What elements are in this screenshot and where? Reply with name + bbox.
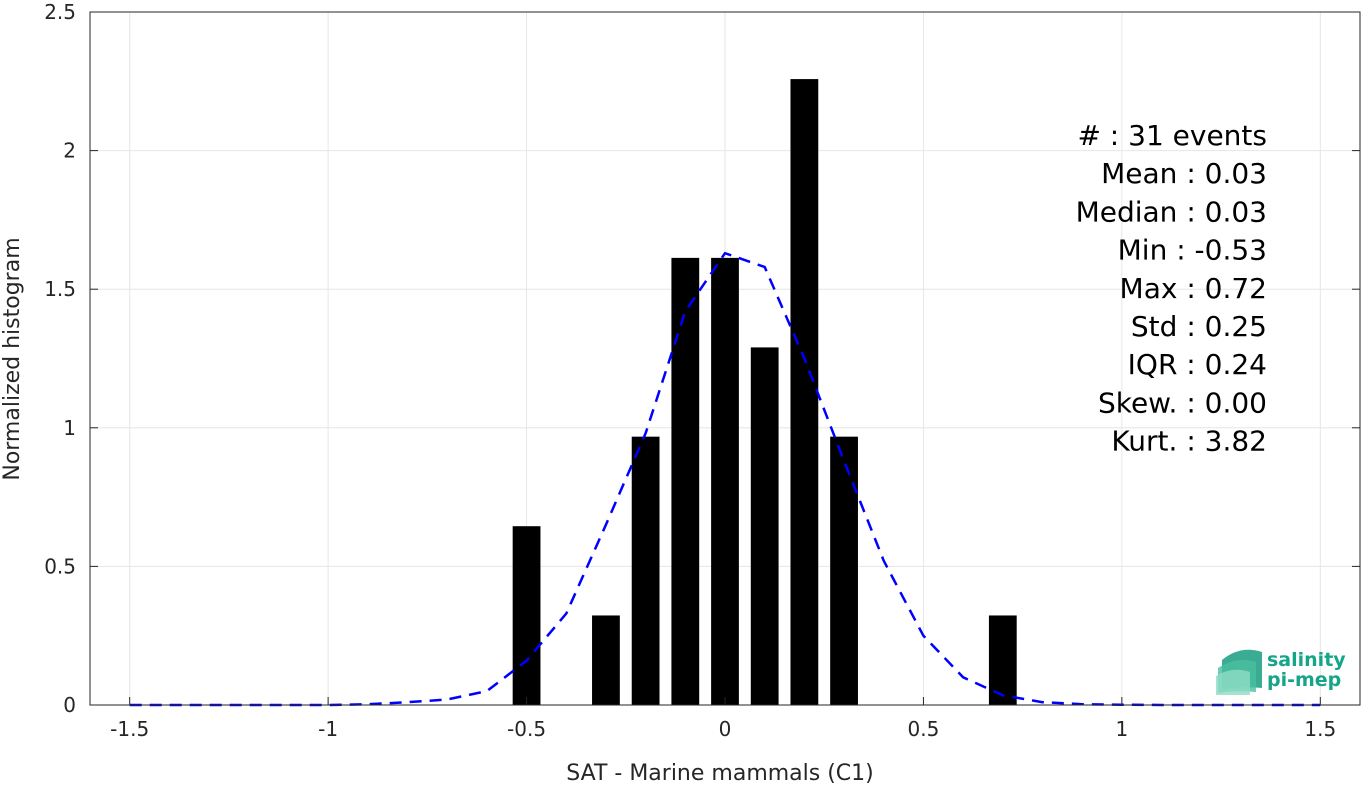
x-tick-label: -0.5 [507,717,546,741]
stat-line: # : 31 events [1077,119,1267,152]
x-tick-label: 0 [719,717,732,741]
logo-line2: pi-mep [1267,669,1341,691]
histogram-bar [711,257,739,705]
y-axis-label: Normalized histogram [0,237,25,480]
y-tick-label: 0 [63,693,76,717]
y-tick-label: 2 [63,139,76,163]
stat-line: Kurt. : 3.82 [1111,425,1267,458]
stat-line: Skew. : 0.00 [1098,386,1267,419]
logo-line1: salinity [1267,649,1346,671]
stat-line: Min : -0.53 [1118,234,1267,267]
histogram-bar [790,79,819,705]
histogram-bar [512,526,541,705]
x-tick-label: 1 [1116,717,1129,741]
axis-ticks: -1.5 -1 -0.5 0 0.5 1 1.5 0 0.5 1 1.5 2 2.5 [44,0,1360,741]
x-tick-label: 1.5 [1304,717,1336,741]
x-tick-label: 0.5 [908,717,940,741]
histogram-bar [671,257,700,705]
x-axis-label: SAT - Marine mammals (C1) [566,761,874,785]
histogram-bar [750,347,779,705]
histogram-bar [830,436,858,705]
x-tick-label: -1.5 [110,717,149,741]
x-tick-label: -1 [318,717,338,741]
y-tick-label: 1 [63,416,76,440]
stat-line: Mean : 0.03 [1101,157,1267,190]
waves-icon [1216,649,1262,695]
stat-line: Max : 0.72 [1120,272,1267,305]
histogram-bar [592,615,620,705]
stat-line: IQR : 0.24 [1128,348,1267,381]
stat-line: Std : 0.25 [1131,310,1267,343]
statistics-annotation: # : 31 events Mean : 0.03 Median : 0.03 Min… [1076,119,1267,458]
histogram-bars [512,79,1017,705]
y-tick-label: 1.5 [44,277,76,301]
y-tick-label: 2.5 [44,0,76,24]
histogram-bar [988,615,1017,705]
histogram-bar [631,436,660,705]
salinity-pi-mep-logo: salinity pi-mep [1216,649,1346,695]
y-tick-label: 0.5 [44,554,76,578]
stat-line: Median : 0.03 [1076,195,1267,228]
